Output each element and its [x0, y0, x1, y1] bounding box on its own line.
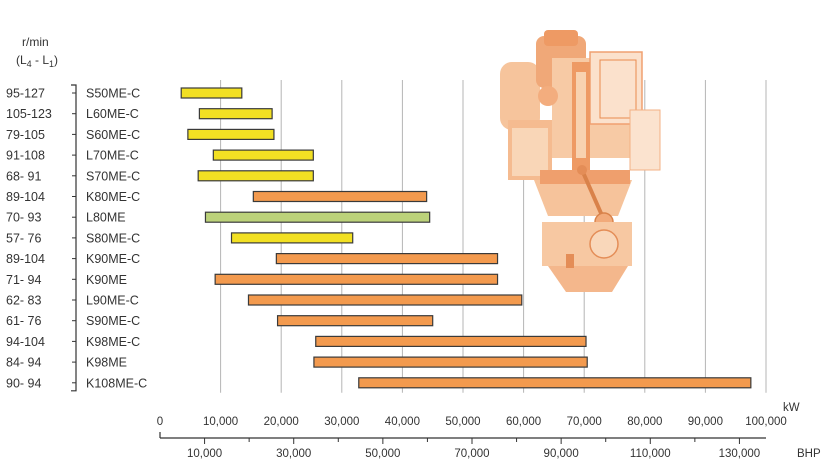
rpm-header-part-c: ): [54, 53, 58, 67]
bar-l70me-c: [212, 149, 314, 161]
rpm-range-label: 95-127: [6, 87, 45, 101]
bar-l90me-c: [247, 294, 523, 306]
rpm-header-sub-b: 1: [49, 59, 54, 69]
kw-tick-label: 0: [157, 416, 163, 428]
bhp-tick-label: 10,000: [187, 448, 222, 460]
bar-k98me-c: [315, 335, 587, 347]
bar-s90me-c: [276, 315, 434, 327]
rpm-range-label: 62- 83: [6, 294, 41, 308]
rpm-header-line1: r/min: [22, 35, 49, 49]
rpm-range-label: 91-108: [6, 149, 45, 163]
kw-unit-label: kW: [783, 402, 800, 414]
kw-tick-label: 100,000: [745, 416, 787, 428]
engine-name-label: K90ME: [86, 273, 127, 287]
engine-name-label: S80ME-C: [86, 231, 140, 245]
bar-k90me: [214, 273, 499, 285]
rpm-range-label: 90- 94: [6, 376, 41, 390]
rpm-header-part-b: - L: [32, 53, 50, 67]
bar-s80me-c: [230, 232, 354, 244]
kw-tick-label: 80,000: [627, 416, 662, 428]
rpm-range-label: 57- 76: [6, 231, 41, 245]
rpm-range-label: 89-104: [6, 190, 45, 204]
bars-layer: [180, 87, 752, 389]
engine-name-label: S60ME-C: [86, 128, 140, 142]
engine-name-label: K80ME-C: [86, 190, 140, 204]
bhp-tick-label: 110,000: [630, 448, 671, 460]
engine-name-label: S70ME-C: [86, 169, 140, 183]
engine-name-label: S90ME-C: [86, 314, 140, 328]
bar-l80me: [204, 211, 431, 223]
kw-tick-label: 60,000: [506, 416, 541, 428]
engine-name-label: L60ME-C: [86, 107, 139, 121]
kw-tick-label: 40,000: [385, 416, 420, 428]
axis-layer: 0 10,000 20,000 30,000 40,000 50,000 60,000 70,…: [157, 402, 821, 460]
bar-k98me: [313, 356, 588, 368]
bhp-unit-label: BHP: [797, 448, 821, 460]
rpm-range-label: 71- 94: [6, 273, 41, 287]
bhp-tick-label: 50,000: [365, 448, 400, 460]
bar-k90me-c: [275, 253, 499, 265]
rpm-header-part-a: (L: [16, 53, 27, 67]
bhp-tick-label: 70,000: [454, 448, 489, 460]
rpm-header-sub-a: 4: [27, 59, 32, 69]
engine-cutaway-image: [500, 30, 661, 292]
bar-l60me-c: [198, 108, 273, 120]
rpm-range-label: 94-104: [6, 335, 45, 349]
rpm-range-label: 84- 94: [6, 356, 41, 370]
kw-tick-label: 70,000: [567, 416, 602, 428]
kw-tick-label: 20,000: [264, 416, 299, 428]
rpm-range-label: 70- 93: [6, 211, 41, 225]
engine-name-label: L70ME-C: [86, 149, 139, 163]
bar-s70me-c: [197, 170, 314, 182]
bar-s50me-c: [180, 87, 243, 99]
engine-name-label: K90ME-C: [86, 252, 140, 266]
rpm-range-label: 105-123: [6, 107, 52, 121]
engine-name-label: L90ME-C: [86, 294, 139, 308]
rpm-header-line2: (L4 - L1): [16, 53, 58, 69]
rpm-range-label: 79-105: [6, 128, 45, 142]
bhp-tick-label: 90,000: [544, 448, 579, 460]
kw-tick-label: 90,000: [688, 416, 723, 428]
kw-tick-label: 50,000: [445, 416, 480, 428]
bhp-tick-label: 30,000: [276, 448, 311, 460]
engine-name-label: S50ME-C: [86, 87, 140, 101]
engine-name-label: K98ME: [86, 356, 127, 370]
row-labels-layer: 95-127 S50ME-C 105-123 L60ME-C 79-105 S60ME-C…: [6, 84, 147, 392]
engine-name-label: K108ME-C: [86, 376, 147, 390]
bar-k108me-c: [358, 377, 752, 389]
bar-s60me-c: [187, 128, 275, 140]
rpm-range-label: 61- 76: [6, 314, 41, 328]
engine-name-label: L80ME: [86, 211, 126, 225]
kw-tick-label: 30,000: [324, 416, 359, 428]
rpm-range-label: 68- 91: [6, 169, 41, 183]
rpm-range-label: 89-104: [6, 252, 45, 266]
bhp-tick-label: 130,000: [719, 448, 761, 460]
engine-name-label: K98ME-C: [86, 335, 140, 349]
kw-tick-label: 10,000: [203, 416, 238, 428]
bar-k80me-c: [252, 190, 428, 203]
